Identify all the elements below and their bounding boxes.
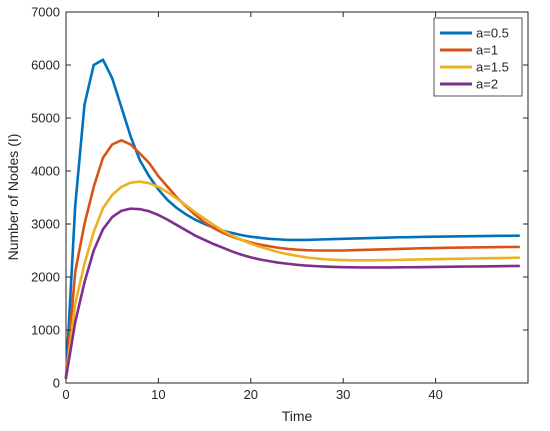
legend-label-2: a=1 xyxy=(476,43,498,58)
x-tick-label: 20 xyxy=(244,387,258,402)
y-tick-label: 1000 xyxy=(31,323,60,338)
legend-label-3: a=1.5 xyxy=(476,60,509,75)
series-layer xyxy=(64,58,521,379)
y-tick-label: 3000 xyxy=(31,217,60,232)
legend-label-4: a=2 xyxy=(476,77,498,92)
legend: a=0.5 a=1 a=1.5 a=2 xyxy=(433,17,523,97)
series-line-4 xyxy=(64,207,521,379)
legend-label-1: a=0.5 xyxy=(476,26,509,41)
y-axis-label: Number of Nodes (I) xyxy=(5,134,21,261)
y-tick-label: 6000 xyxy=(31,58,60,73)
x-tick-label: 10 xyxy=(151,387,165,402)
tick-layer: 0 10 20 30 40 0 1000 2000 3000 4000 5000 6000 7000 xyxy=(31,5,528,402)
series-line-2 xyxy=(64,138,521,379)
x-axis-label: Time xyxy=(282,408,313,424)
series-line-3 xyxy=(64,180,521,379)
x-tick-label: 40 xyxy=(428,387,442,402)
x-tick-label: 0 xyxy=(62,387,69,402)
y-tick-label: 4000 xyxy=(31,164,60,179)
y-tick-label: 5000 xyxy=(31,111,60,126)
y-tick-label: 2000 xyxy=(31,270,60,285)
y-tick-label: 0 xyxy=(53,376,60,391)
x-tick-label: 30 xyxy=(336,387,350,402)
series-line-1 xyxy=(64,58,521,379)
y-tick-label: 7000 xyxy=(31,5,60,20)
